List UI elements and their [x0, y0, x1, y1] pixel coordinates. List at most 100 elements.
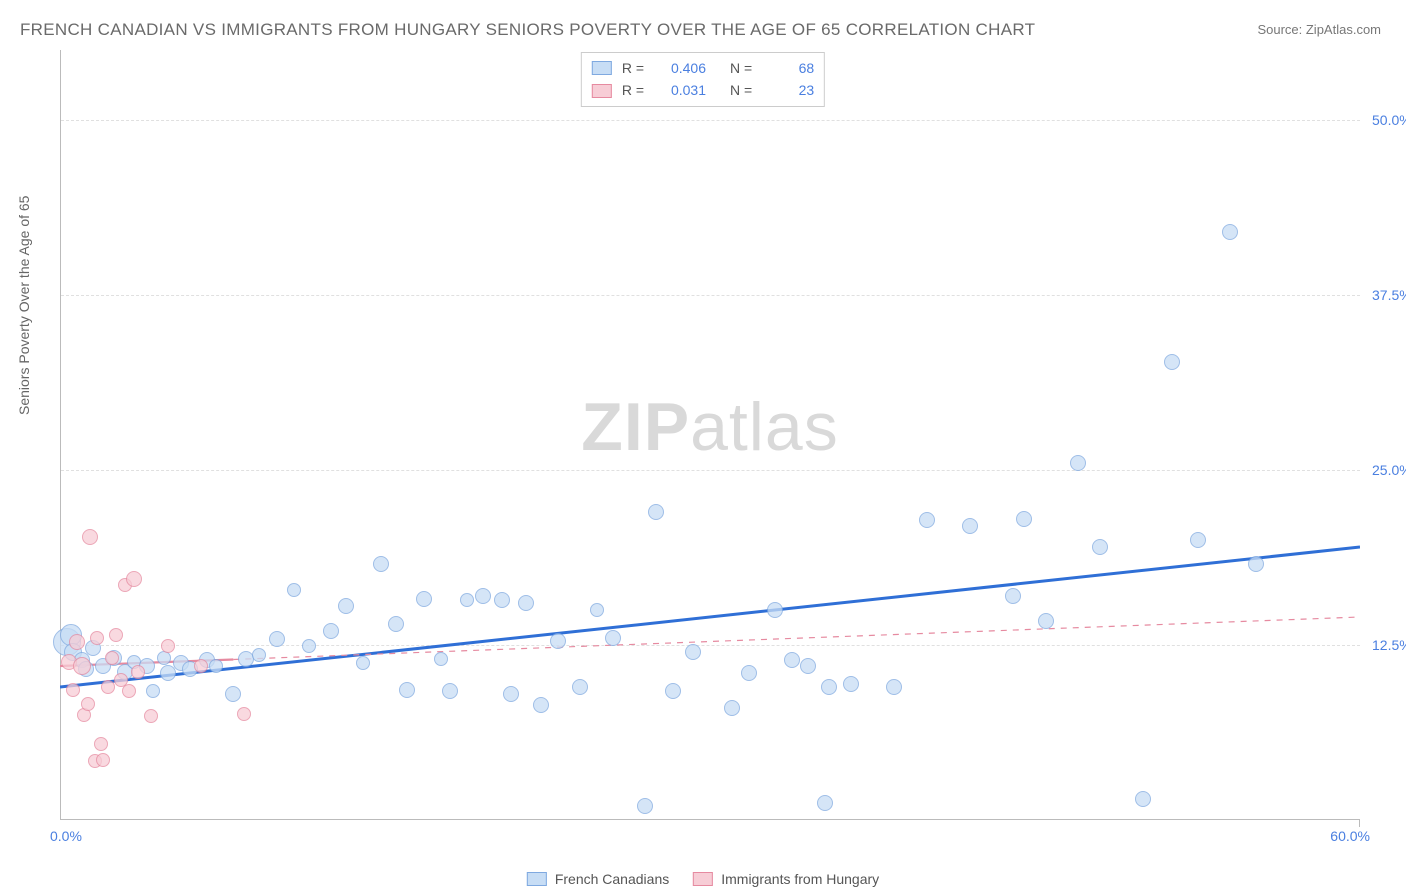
data-point-hungary — [96, 753, 110, 767]
correlation-legend: R = 0.406 N = 68 R = 0.031 N = 23 — [581, 52, 825, 107]
y-tick-label: 50.0% — [1364, 112, 1406, 128]
data-point-hungary — [69, 634, 85, 650]
data-point-french — [1005, 588, 1021, 604]
data-point-french — [442, 683, 458, 699]
data-point-french — [843, 676, 859, 692]
data-point-french — [494, 592, 510, 608]
data-point-french — [475, 588, 491, 604]
gridline — [61, 470, 1360, 471]
n-label: N = — [730, 79, 752, 101]
data-point-french — [460, 593, 474, 607]
x-axis-right-tick — [1359, 819, 1360, 827]
n-label: N = — [730, 57, 752, 79]
data-point-hungary — [73, 657, 91, 675]
data-point-hungary — [101, 680, 115, 694]
data-point-hungary — [82, 529, 98, 545]
data-point-french — [572, 679, 588, 695]
data-point-french — [1070, 455, 1086, 471]
plot-frame: 12.5%25.0%37.5%50.0% — [60, 50, 1360, 820]
data-point-french — [1164, 354, 1180, 370]
data-point-french — [550, 633, 566, 649]
data-point-french — [767, 602, 783, 618]
data-point-french — [252, 648, 266, 662]
data-point-french — [962, 518, 978, 534]
data-point-french — [800, 658, 816, 674]
data-point-french — [817, 795, 833, 811]
data-point-french — [685, 644, 701, 660]
data-point-french — [821, 679, 837, 695]
data-point-french — [1248, 556, 1264, 572]
data-point-hungary — [194, 659, 208, 673]
r-label: R = — [622, 79, 644, 101]
source-label: Source: ZipAtlas.com — [1257, 22, 1381, 37]
data-point-french — [1190, 532, 1206, 548]
data-point-french — [1092, 539, 1108, 555]
data-point-french — [1222, 224, 1238, 240]
plot-area: ZIPatlas 12.5%25.0%37.5%50.0% 0.0% 60.0% — [60, 50, 1360, 820]
data-point-french — [886, 679, 902, 695]
data-point-french — [919, 512, 935, 528]
data-point-hungary — [90, 631, 104, 645]
legend-item-french: French Canadians — [527, 871, 669, 887]
data-point-hungary — [144, 709, 158, 723]
legend-row-hungary: R = 0.031 N = 23 — [592, 79, 814, 101]
data-point-french — [590, 603, 604, 617]
data-point-french — [373, 556, 389, 572]
data-point-hungary — [237, 707, 251, 721]
gridline — [61, 120, 1360, 121]
data-point-hungary — [109, 628, 123, 642]
legend-row-french: R = 0.406 N = 68 — [592, 57, 814, 79]
series-legend: French Canadians Immigrants from Hungary — [527, 871, 879, 887]
r-value-hungary: 0.031 — [658, 79, 706, 101]
data-point-french — [338, 598, 354, 614]
data-point-french — [605, 630, 621, 646]
y-tick-label: 37.5% — [1364, 287, 1406, 303]
swatch-french — [527, 872, 547, 886]
gridline — [61, 295, 1360, 296]
data-point-hungary — [94, 737, 108, 751]
data-point-french — [1016, 511, 1032, 527]
r-label: R = — [622, 57, 644, 79]
data-point-french — [388, 616, 404, 632]
data-point-french — [209, 659, 223, 673]
legend-label-french: French Canadians — [555, 871, 669, 887]
data-point-french — [416, 591, 432, 607]
y-tick-label: 12.5% — [1364, 637, 1406, 653]
data-point-french — [648, 504, 664, 520]
swatch-hungary — [592, 84, 612, 98]
data-point-french — [518, 595, 534, 611]
data-point-french — [533, 697, 549, 713]
data-point-french — [784, 652, 800, 668]
x-tick-min: 0.0% — [50, 828, 82, 844]
swatch-french — [592, 61, 612, 75]
data-point-french — [356, 656, 370, 670]
data-point-french — [637, 798, 653, 814]
data-point-hungary — [122, 684, 136, 698]
data-point-french — [269, 631, 285, 647]
data-point-french — [146, 684, 160, 698]
data-point-french — [287, 583, 301, 597]
data-point-french — [302, 639, 316, 653]
n-value-hungary: 23 — [766, 79, 814, 101]
legend-item-hungary: Immigrants from Hungary — [693, 871, 879, 887]
data-point-hungary — [105, 651, 119, 665]
data-point-french — [503, 686, 519, 702]
y-axis-label: Seniors Poverty Over the Age of 65 — [16, 196, 32, 415]
gridline — [61, 645, 1360, 646]
data-point-french — [1135, 791, 1151, 807]
data-point-french — [1038, 613, 1054, 629]
data-point-french — [665, 683, 681, 699]
n-value-french: 68 — [766, 57, 814, 79]
data-point-hungary — [126, 571, 142, 587]
r-value-french: 0.406 — [658, 57, 706, 79]
data-point-hungary — [131, 665, 145, 679]
data-point-french — [434, 652, 448, 666]
data-point-french — [225, 686, 241, 702]
data-point-french — [323, 623, 339, 639]
data-point-french — [399, 682, 415, 698]
x-tick-max: 60.0% — [1330, 828, 1370, 844]
legend-label-hungary: Immigrants from Hungary — [721, 871, 879, 887]
swatch-hungary — [693, 872, 713, 886]
chart-title: FRENCH CANADIAN VS IMMIGRANTS FROM HUNGA… — [20, 20, 1035, 40]
data-point-hungary — [161, 639, 175, 653]
